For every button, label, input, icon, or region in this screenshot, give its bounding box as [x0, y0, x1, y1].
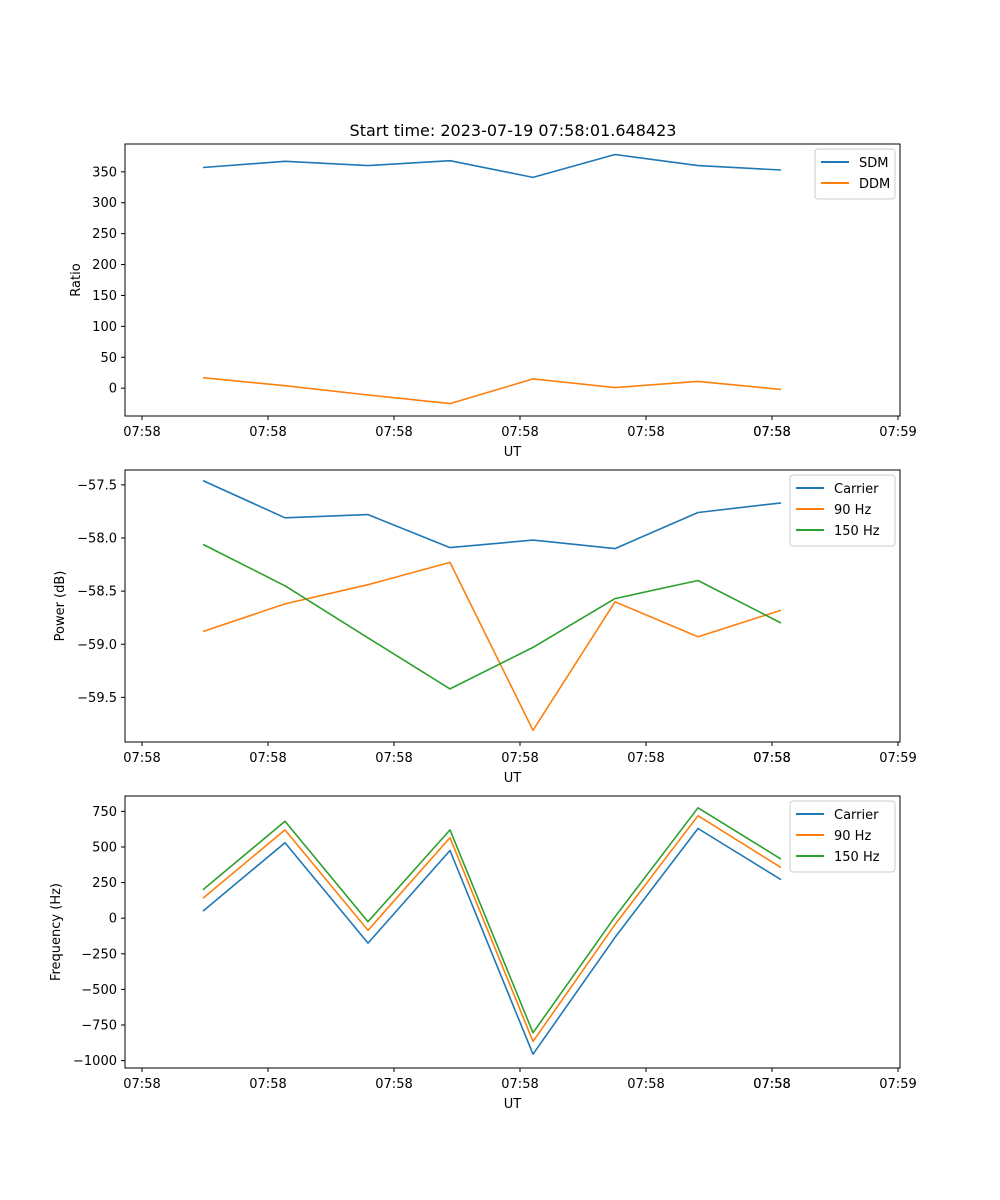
y-tick-label: 300 — [92, 196, 117, 211]
x-tick-label: 07:58 — [375, 425, 412, 440]
y-tick-label: 100 — [92, 320, 117, 335]
y-tick-label: 250 — [92, 876, 117, 891]
y-tick-label: 200 — [92, 258, 117, 273]
y-tick-label: −1000 — [73, 1054, 117, 1069]
x-tick-label: 07:58 — [753, 1077, 790, 1092]
series-line-carrier — [202, 827, 782, 1055]
x-tick-label: 07:58 — [375, 751, 412, 766]
axes-frame — [124, 143, 901, 417]
x-tick-label: 07:58 — [627, 751, 664, 766]
x-tick-label: 07:58 — [501, 1077, 538, 1092]
axes-frame — [124, 795, 901, 1069]
x-tick-label: 07:58 — [501, 425, 538, 440]
series-line-sdm — [202, 153, 782, 179]
y-tick-label: −58.5 — [77, 585, 117, 600]
x-axis-label: UT — [504, 1097, 522, 1112]
y-tick-label: −250 — [81, 947, 117, 962]
x-tick-label: 07:58 — [249, 1077, 286, 1092]
x-tick-label: 07:58 — [753, 751, 790, 766]
x-tick-label: 07:58 — [627, 1077, 664, 1092]
y-tick-label: 750 — [92, 805, 117, 820]
legend-label: 150 Hz — [834, 524, 880, 539]
legend-label: SDM — [859, 156, 888, 171]
x-tick-label: 07:58 — [249, 425, 286, 440]
x-tick-label: 07:58 — [501, 751, 538, 766]
legend: Carrier 90 Hz 150 Hz — [789, 474, 896, 547]
axes-frame — [124, 469, 901, 743]
legend-label: Carrier — [834, 808, 879, 823]
legend: SDM DDM — [814, 148, 896, 200]
x-tick-label: 07:58 — [753, 425, 790, 440]
series-line-ddm — [202, 376, 782, 405]
x-tick-label: 07:58 — [627, 425, 664, 440]
x-tick-label: 07:59 — [879, 1077, 916, 1092]
figure-title: Start time: 2023-07-19 07:58:01.648423 — [350, 121, 677, 140]
x-tick-label: 07:58 — [249, 751, 286, 766]
legend-box — [789, 800, 896, 873]
legend-label: Carrier — [834, 482, 879, 497]
y-tick-label: 500 — [92, 840, 117, 855]
x-axis-label: UT — [504, 771, 522, 786]
y-tick-label: −59.0 — [77, 638, 117, 653]
x-axis-label: UT — [504, 445, 522, 460]
series-line-90-hz — [202, 814, 782, 1043]
y-tick-label: −57.5 — [77, 478, 117, 493]
legend-label: 90 Hz — [834, 829, 871, 844]
x-tick-label: 07:59 — [879, 751, 916, 766]
y-tick-label: 250 — [92, 227, 117, 242]
x-tick-label: 07:58 — [123, 751, 160, 766]
legend-label: 90 Hz — [834, 503, 871, 518]
series-line-90-hz — [202, 561, 782, 732]
y-tick-label: −58.0 — [77, 532, 117, 547]
series-line-150-hz — [202, 543, 782, 690]
y-tick-label: −750 — [81, 1018, 117, 1033]
x-tick-label: 07:58 — [753, 751, 790, 766]
y-tick-label: 350 — [92, 165, 117, 180]
y-tick-label: 0 — [109, 912, 117, 927]
y-tick-label: 0 — [109, 382, 117, 397]
series-line-150-hz — [202, 806, 782, 1034]
y-tick-label: −59.5 — [77, 691, 117, 706]
y-axis-label: Power (dB) — [53, 571, 68, 642]
series-line-carrier — [202, 479, 782, 550]
x-tick-label: 07:58 — [753, 1077, 790, 1092]
x-tick-label: 07:58 — [375, 1077, 412, 1092]
y-axis-label: Ratio — [69, 263, 84, 296]
y-tick-label: 150 — [92, 289, 117, 304]
legend-box — [789, 474, 896, 547]
x-tick-label: 07:58 — [123, 425, 160, 440]
x-tick-label: 07:58 — [753, 425, 790, 440]
y-tick-label: −500 — [81, 983, 117, 998]
y-axis-label: Frequency (Hz) — [49, 883, 64, 981]
legend: Carrier 90 Hz 150 Hz — [789, 800, 896, 873]
x-tick-label: 07:59 — [879, 425, 916, 440]
legend-label: DDM — [859, 177, 890, 192]
x-tick-label: 07:58 — [123, 1077, 160, 1092]
legend-label: 150 Hz — [834, 850, 880, 865]
y-tick-label: 50 — [100, 351, 117, 366]
